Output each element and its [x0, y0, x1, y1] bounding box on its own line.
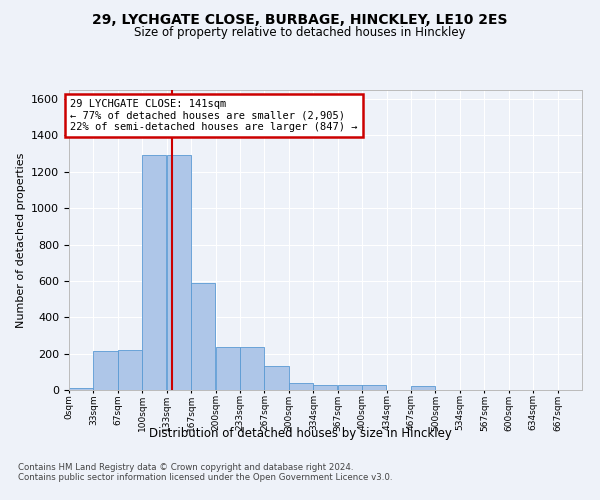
Text: 29 LYCHGATE CLOSE: 141sqm
← 77% of detached houses are smaller (2,905)
22% of se: 29 LYCHGATE CLOSE: 141sqm ← 77% of detac…: [70, 99, 358, 132]
Bar: [338, 386, 362, 390]
Bar: [69, 388, 93, 390]
Text: Distribution of detached houses by size in Hinckley: Distribution of detached houses by size …: [149, 428, 451, 440]
Bar: [240, 348, 264, 390]
Text: Contains HM Land Registry data © Crown copyright and database right 2024.: Contains HM Land Registry data © Crown c…: [18, 462, 353, 471]
Bar: [94, 351, 118, 390]
Bar: [142, 156, 166, 390]
Bar: [191, 282, 215, 390]
Bar: [215, 348, 240, 390]
Bar: [167, 156, 191, 390]
Bar: [289, 382, 313, 390]
Bar: [362, 386, 386, 390]
Bar: [411, 386, 435, 390]
Bar: [118, 350, 142, 390]
Text: 29, LYCHGATE CLOSE, BURBAGE, HINCKLEY, LE10 2ES: 29, LYCHGATE CLOSE, BURBAGE, HINCKLEY, L…: [92, 12, 508, 26]
Y-axis label: Number of detached properties: Number of detached properties: [16, 152, 26, 328]
Bar: [265, 366, 289, 390]
Text: Contains public sector information licensed under the Open Government Licence v3: Contains public sector information licen…: [18, 474, 392, 482]
Bar: [313, 386, 337, 390]
Text: Size of property relative to detached houses in Hinckley: Size of property relative to detached ho…: [134, 26, 466, 39]
